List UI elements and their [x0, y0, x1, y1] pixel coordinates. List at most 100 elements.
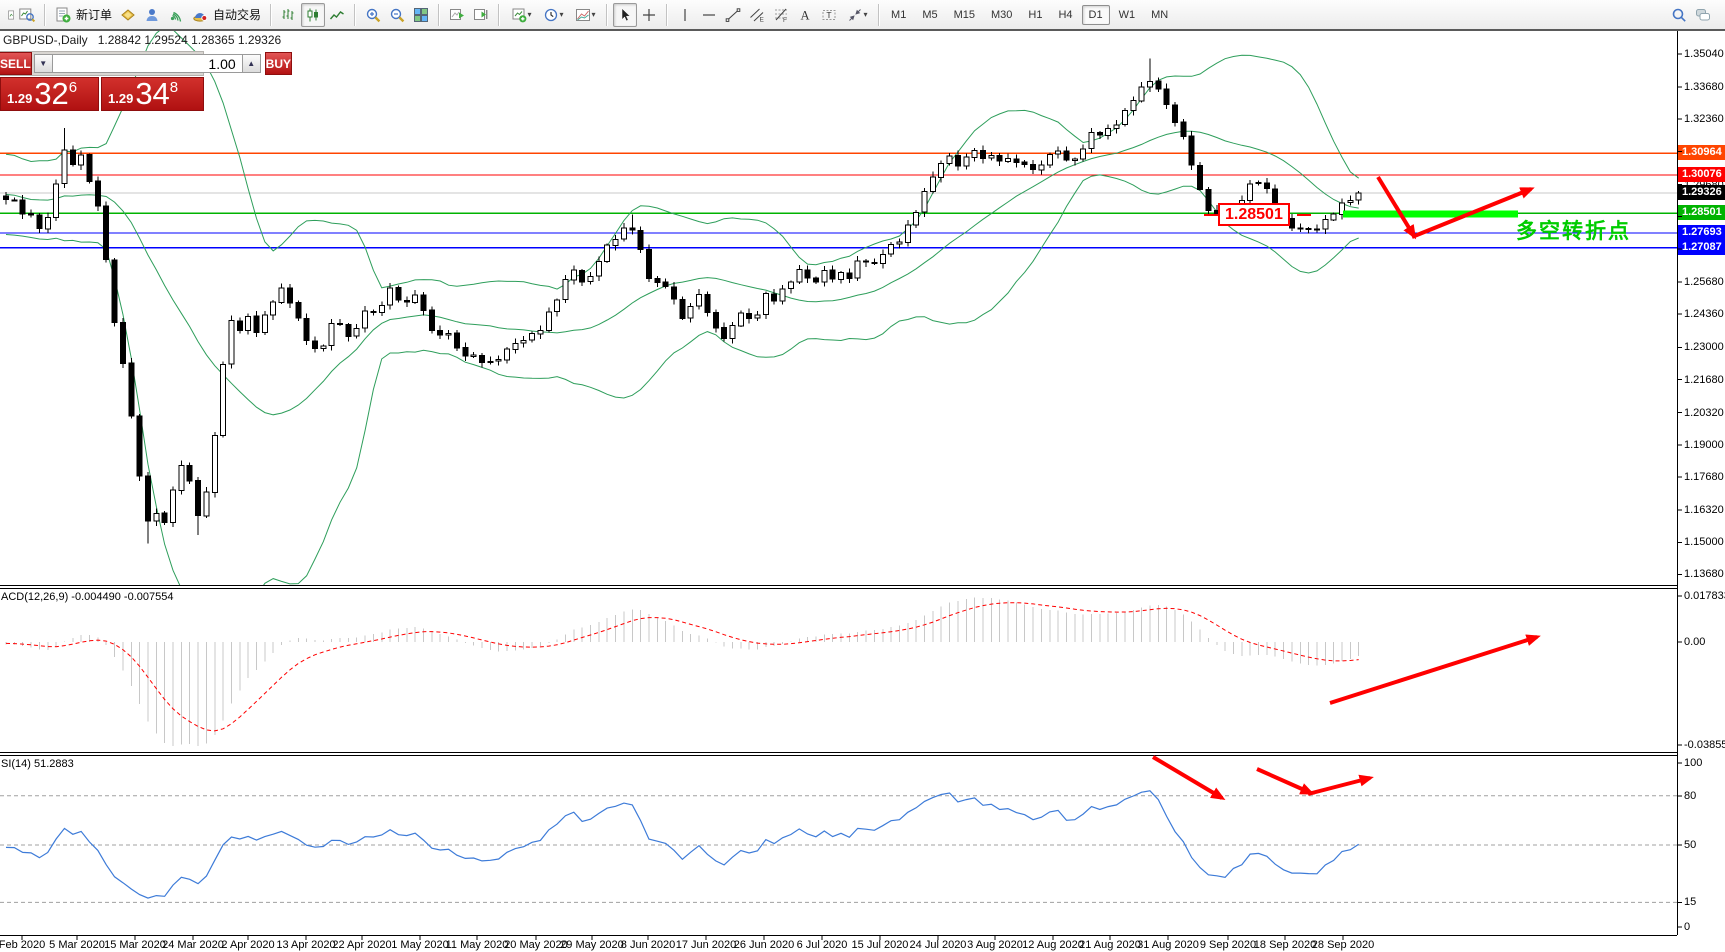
price-tick-label: 1.13680	[1684, 568, 1724, 581]
one-click-trading-panel: SELL ▼ ▲ BUY 1.29 32 6 1.29 34 8	[0, 51, 293, 111]
tile-windows-button[interactable]	[409, 3, 433, 27]
trendline-icon	[725, 7, 741, 22]
new-chart-button[interactable]: ▾	[505, 3, 537, 27]
horizontal-line-tool-button[interactable]	[697, 3, 721, 27]
clipped-chart-icon-button[interactable]	[2, 3, 15, 27]
fibonacci-tool-button[interactable]: F	[769, 3, 793, 27]
zoom-out-button[interactable]	[385, 3, 409, 27]
price-tick-label: 1.20320	[1684, 406, 1724, 419]
toolbar-group	[611, 2, 663, 27]
toolbar-group: ▾ ▾ ▾	[503, 3, 603, 27]
label-tool-button[interactable]: T	[817, 3, 841, 27]
volume-input[interactable]	[52, 54, 242, 73]
auto-trading-label[interactable]: 自动交易	[213, 8, 262, 22]
dropdown-arrow-icon[interactable]: ▾	[527, 10, 532, 19]
dropdown-arrow-icon[interactable]: ▾	[863, 10, 868, 19]
price-tick-label: 1.15000	[1684, 536, 1724, 549]
chat-icon	[1696, 8, 1710, 20]
trade-buttons-row: SELL ▼ ▲ BUY	[0, 51, 293, 76]
svg-text:A: A	[801, 8, 810, 22]
timeframe-H4[interactable]: H4	[1058, 8, 1073, 21]
timeframe-W1[interactable]: W1	[1118, 8, 1136, 21]
chinese-note-annotation[interactable]: 多空转折点	[1516, 220, 1631, 243]
timeframe-M5[interactable]: M5	[922, 8, 938, 21]
trendline-tool-button[interactable]	[721, 3, 745, 27]
buy-price-display[interactable]: 1.29 34 8	[101, 77, 204, 111]
templates-button[interactable]: ▾	[569, 3, 601, 27]
toolbar-separator	[498, 3, 501, 26]
cursor-tool-button[interactable]	[613, 2, 638, 27]
hline-icon	[703, 13, 716, 16]
macd-panel-bottom-border	[0, 752, 1677, 753]
zoom-in-button[interactable]	[361, 3, 385, 27]
trade-prices-row: 1.29 32 6 1.29 34 8	[0, 77, 204, 111]
volume-increase-button[interactable]: ▲	[241, 54, 261, 73]
chart-shift2-icon	[474, 8, 488, 20]
candle-chart-mode-button[interactable]	[301, 2, 326, 27]
date-tick-label: 5 Mar 2020	[49, 939, 105, 951]
chart-shift-button[interactable]	[469, 3, 493, 27]
rsi-axis-label: 0	[1684, 921, 1691, 933]
trader-profile-button[interactable]	[140, 3, 164, 27]
timeframe-M1[interactable]: M1	[891, 8, 907, 21]
date-tick-label: 26 Jun 2020	[733, 939, 795, 951]
new-chart-icon	[512, 8, 526, 22]
macd-axis-max: 0.017833	[1684, 590, 1725, 602]
sell-price-display[interactable]: 1.29 32 6	[0, 77, 99, 111]
toolbar-separator	[354, 3, 357, 26]
text-tool-button[interactable]: A	[793, 3, 817, 27]
sell-button[interactable]: SELL	[0, 52, 32, 75]
price-flag-annotation[interactable]: 1.28501	[1218, 203, 1290, 226]
timeframe-M30[interactable]: M30	[991, 8, 1013, 21]
toolbar-group	[443, 3, 495, 27]
auto-scroll-button[interactable]	[445, 3, 469, 27]
timeframe-D1[interactable]: D1	[1081, 4, 1110, 25]
vline-icon	[684, 8, 686, 21]
vertical-line-tool-button[interactable]	[673, 3, 697, 27]
level-price-badge: 1.27693	[1678, 224, 1725, 240]
sell-price-pip: 6	[68, 79, 78, 96]
chart-magnifier-button[interactable]	[15, 3, 39, 27]
timeframe-MN[interactable]: MN	[1151, 8, 1169, 21]
date-tick-label: 9 Sep 2020	[1199, 939, 1257, 951]
toolbar-group	[0, 3, 41, 27]
dropdown-arrow-icon[interactable]: ▾	[559, 10, 564, 19]
search-icon	[1672, 8, 1686, 22]
timeframe-M15[interactable]: M15	[953, 8, 975, 21]
periods-button[interactable]: ▾	[537, 3, 569, 27]
line-chart-mode-button[interactable]	[325, 3, 349, 27]
new-order-button[interactable]	[51, 3, 75, 27]
date-tick-label: 20 May 2020	[504, 939, 568, 951]
symbol-period-label: GBPUSD-,Daily	[3, 33, 88, 47]
new-order-icon	[56, 7, 71, 22]
market-watch-gold-button[interactable]	[116, 3, 140, 27]
main-price-chart[interactable]	[0, 31, 1677, 585]
price-axis-border	[1677, 31, 1678, 935]
autotrade-icon	[193, 12, 208, 22]
buy-button[interactable]: BUY	[264, 52, 293, 75]
rsi-axis-label: 100	[1684, 757, 1703, 769]
shapes-tool-button[interactable]: ▾	[841, 3, 873, 27]
rsi-indicator-panel[interactable]	[0, 755, 1677, 935]
macd-indicator-panel[interactable]	[0, 588, 1677, 752]
price-tick-label: 1.16320	[1684, 504, 1724, 517]
dropdown-arrow-icon[interactable]: ▾	[591, 10, 596, 19]
volume-decrease-button[interactable]: ▼	[33, 54, 53, 73]
buy-price-prefix: 1.29	[108, 91, 134, 106]
macd-label: ACD(12,26,9) -0.004490 -0.007554	[1, 591, 174, 603]
auto-trading-button[interactable]	[188, 3, 212, 27]
zoom-in-icon	[366, 8, 381, 22]
signals-button[interactable]	[164, 3, 188, 27]
crosshair-tool-button[interactable]	[637, 3, 661, 27]
date-tick-label: 6 Jul 2020	[796, 939, 848, 951]
date-tick-label: 21 Aug 2020	[1079, 939, 1141, 951]
date-tick-label: 1 May 2020	[391, 939, 449, 951]
channel-tool-button[interactable]: E	[745, 3, 769, 27]
timeframe-H1[interactable]: H1	[1028, 8, 1043, 21]
search-button[interactable]	[1667, 3, 1691, 27]
date-tick-label: 2 Apr 2020	[221, 939, 275, 951]
bar-chart-mode-button[interactable]	[277, 3, 301, 27]
rsi-line	[5, 790, 1360, 899]
new-order-label[interactable]: 新订单	[76, 8, 113, 22]
chat-button[interactable]	[1691, 3, 1715, 27]
